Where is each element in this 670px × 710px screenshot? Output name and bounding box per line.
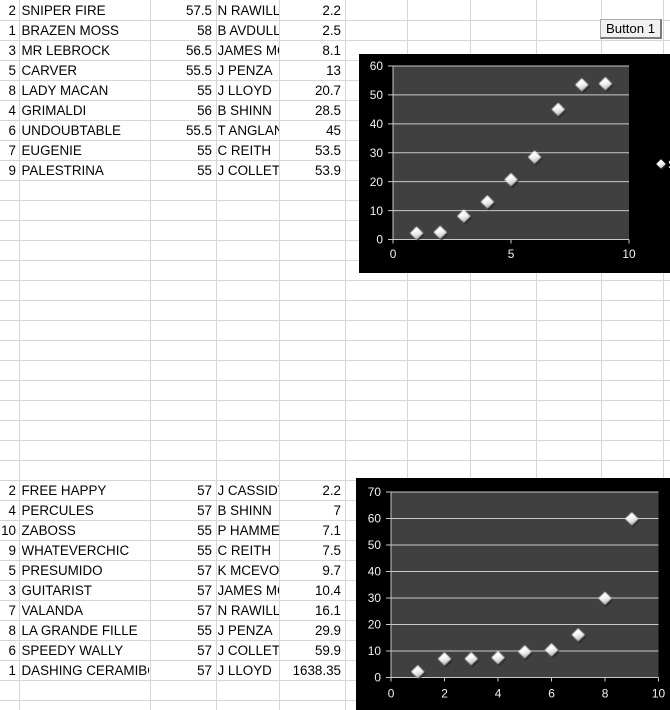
- svg-text:10: 10: [368, 644, 382, 658]
- svg-text:6: 6: [548, 687, 555, 701]
- svg-text:0: 0: [390, 247, 397, 261]
- svg-text:8: 8: [602, 687, 609, 701]
- svg-text:40: 40: [370, 117, 384, 131]
- svg-text:20: 20: [368, 618, 382, 632]
- svg-text:2: 2: [441, 687, 448, 701]
- svg-text:60: 60: [370, 59, 384, 73]
- svg-text:50: 50: [368, 538, 382, 552]
- svg-text:30: 30: [370, 146, 384, 160]
- svg-text:0: 0: [376, 233, 383, 247]
- svg-text:0: 0: [388, 687, 395, 701]
- svg-text:50: 50: [370, 88, 384, 102]
- svg-text:10: 10: [652, 687, 666, 701]
- svg-text:10: 10: [622, 247, 636, 261]
- svg-text:20: 20: [370, 175, 384, 189]
- svg-text:70: 70: [368, 485, 382, 499]
- svg-text:30: 30: [368, 591, 382, 605]
- svg-text:4: 4: [495, 687, 502, 701]
- svg-text:10: 10: [370, 204, 384, 218]
- svg-text:60: 60: [368, 512, 382, 526]
- svg-text:Series1: Series1: [668, 158, 670, 172]
- svg-text:5: 5: [508, 247, 515, 261]
- svg-text:40: 40: [368, 565, 382, 579]
- svg-text:0: 0: [374, 671, 381, 685]
